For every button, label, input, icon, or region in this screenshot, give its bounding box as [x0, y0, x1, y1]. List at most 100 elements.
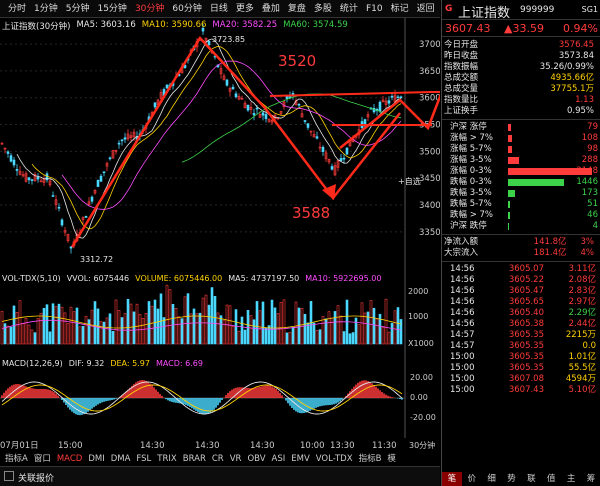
candle-body	[66, 233, 70, 242]
candle-body	[159, 92, 163, 99]
indicator-tab-6[interactable]: TRIX	[157, 454, 177, 464]
volume-bar	[117, 309, 121, 345]
period-tab-14[interactable]: 返回	[416, 3, 435, 14]
tick-volume: 0.0	[582, 341, 596, 351]
volume-bar	[342, 331, 346, 345]
indicator-tab-8[interactable]: CR	[211, 454, 224, 464]
volume-bar	[177, 316, 181, 345]
panel-tab-2[interactable]: 细	[487, 474, 496, 484]
tick-time: 15:00	[450, 363, 475, 373]
macd-legend: MACD(12,26,9) DIF: 9.32 DEA: 5.97 MACD: …	[2, 359, 203, 368]
period-tab-11[interactable]: 统计	[339, 3, 358, 14]
panel-tab-4[interactable]: 联	[527, 474, 536, 484]
period-tab-12[interactable]: F10	[365, 3, 383, 14]
indicator-tab-2[interactable]: MACD	[56, 454, 83, 464]
vol-y-tick: X1000	[408, 339, 434, 348]
period-toolbar: 分时 1分钟 5分钟 15分钟 30分钟 60分钟 日线 更多 叠加 复盘 多股 统计 F10 标记 返回	[0, 0, 440, 18]
panel-tab-0[interactable]: 笔	[442, 472, 462, 486]
indicator-tab-13[interactable]: VOL-TDX	[315, 454, 353, 464]
volume-bar	[255, 301, 259, 345]
indicator-tab-11[interactable]: ASI	[271, 454, 286, 464]
candle-body	[225, 79, 229, 86]
candle-body	[267, 118, 271, 122]
expand-icon[interactable]	[4, 471, 14, 481]
macd-chart[interactable]: 20.00 0.00 -20.00 MACD(12,26,9) DIF: 9.32 …	[0, 358, 440, 438]
period-tab-13[interactable]: 标记	[390, 3, 409, 14]
candle-body	[243, 102, 247, 109]
panel-tab-5[interactable]: 值	[547, 474, 556, 484]
resistance-annotation	[269, 91, 460, 97]
tick-row: 15:00 3607.08 4594万	[442, 374, 600, 385]
time-label: 14:30	[250, 441, 275, 451]
tick-time: 14:56	[450, 308, 475, 318]
candle-body	[306, 123, 310, 128]
volume-bar	[378, 313, 382, 345]
vol-ma10-value: MA10: 5922695.00	[305, 274, 382, 283]
candle-body	[258, 114, 262, 118]
distribution-label: 涨幅 3-5%	[450, 155, 492, 165]
distribution-value: 2148	[576, 166, 598, 176]
indicator-tab-15[interactable]: 模	[387, 454, 396, 464]
indicator-tab-10[interactable]: OBV	[247, 454, 266, 464]
candle-body	[201, 27, 205, 32]
period-tab-10[interactable]: 多股	[313, 3, 332, 14]
add-watchlist-button[interactable]: +自选	[398, 177, 421, 186]
trend-annotation	[70, 35, 401, 248]
related-quotes-link[interactable]: 关联报价	[18, 474, 55, 484]
volume-bar	[273, 307, 277, 345]
candle-body	[120, 139, 124, 142]
volume-bar	[279, 302, 283, 345]
candle-body	[36, 176, 40, 180]
indicator-tab-14[interactable]: 指标B	[358, 454, 382, 464]
panel-tab-6[interactable]: 主	[566, 474, 576, 484]
panel-tab-3[interactable]: 势	[507, 474, 516, 484]
quote-value: 4935.66亿	[550, 73, 594, 83]
tick-price: 3605.35	[508, 341, 544, 351]
indicator-tab-7[interactable]: BRAR	[182, 454, 206, 464]
period-tab-4[interactable]: 30分钟	[134, 3, 165, 14]
volume-bar	[351, 332, 355, 345]
distribution-bar	[508, 135, 513, 142]
candle-body	[12, 159, 16, 166]
volume-bar	[381, 326, 385, 345]
indicator-tab-0[interactable]: 指标A	[5, 454, 28, 464]
distribution-bar	[508, 124, 512, 131]
volume-bar	[375, 318, 379, 345]
vol-ma10-line	[1, 319, 402, 331]
quote-row: 今日开盘 3576.45	[442, 40, 600, 51]
tick-price: 3607.08	[508, 374, 544, 384]
period-tab-3[interactable]: 15分钟	[97, 3, 127, 14]
volume-legend: VOL-TDX(5,10) VVOL: 6075446 VOLUME: 6075…	[2, 274, 381, 283]
period-tab-6[interactable]: 日线	[209, 3, 228, 14]
panel-tab-1[interactable]: 价	[467, 474, 477, 484]
ma10-value: MA10: 3590.66	[141, 20, 207, 30]
volume-bar	[120, 317, 124, 345]
candle-body	[69, 246, 73, 249]
period-tab-5[interactable]: 60分钟	[172, 3, 202, 14]
period-tab-2[interactable]: 5分钟	[65, 3, 90, 14]
volume-bar	[348, 333, 352, 345]
indicator-tab-3[interactable]: DMI	[88, 454, 105, 464]
period-tab-9[interactable]: 复盘	[287, 3, 306, 14]
volume-chart[interactable]: 2000 1000 X1000 VOL-TDX(5,10) VVOL: 607544…	[0, 272, 440, 358]
volume-bar	[339, 315, 343, 345]
period-tab-0[interactable]: 分时	[8, 3, 27, 14]
period-tab-1[interactable]: 1分钟	[34, 3, 58, 14]
indicator-tab-5[interactable]: FSL	[136, 454, 152, 464]
volume-bar	[159, 293, 163, 345]
indicator-tab-1[interactable]: 窗口	[33, 454, 51, 464]
distribution-bar	[508, 223, 509, 230]
volume-bar	[186, 293, 190, 345]
ma10-line	[31, 45, 402, 230]
tick-price: 3605.35	[508, 363, 544, 373]
period-tab-7[interactable]: 更多	[235, 3, 254, 14]
volume-bar	[366, 311, 370, 345]
panel-tab-7[interactable]: 筹	[586, 474, 596, 484]
distribution-row: 跌幅 0-3% 1446	[442, 177, 600, 188]
volume-bar	[60, 306, 64, 345]
indicator-tab-4[interactable]: DMA	[110, 454, 131, 464]
indicator-tab-12[interactable]: EMV	[291, 454, 310, 464]
main-kline-chart[interactable]: 3700 3650 3600 3550 3500 3450 3400 3350 上证指数(30…	[0, 17, 472, 272]
period-tab-8[interactable]: 叠加	[261, 3, 280, 14]
indicator-tab-9[interactable]: VR	[229, 454, 242, 464]
